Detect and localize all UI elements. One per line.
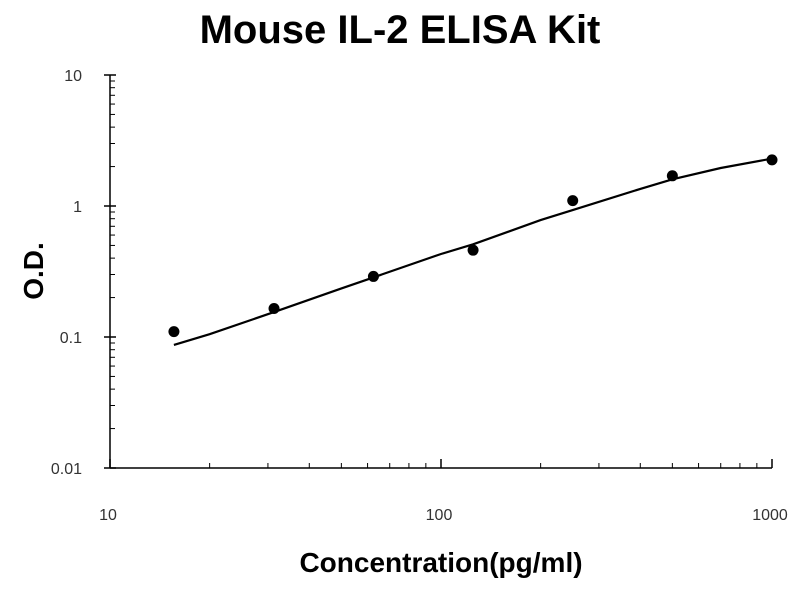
x-tick-label: 1000 bbox=[752, 507, 788, 524]
y-tick-label: 10 bbox=[64, 68, 82, 85]
y-tick-label: 0.1 bbox=[60, 330, 82, 347]
y-tick-label: 1 bbox=[73, 199, 82, 216]
y-axis-title: O.D. bbox=[18, 242, 49, 300]
data-point bbox=[168, 326, 180, 338]
axes bbox=[109, 75, 772, 469]
chart-title: Mouse IL-2 ELISA Kit bbox=[199, 8, 601, 52]
x-axis-title: Concentration(pg/ml) bbox=[299, 547, 582, 578]
x-tick-label: 100 bbox=[426, 507, 453, 524]
data-point bbox=[666, 170, 678, 182]
data-point bbox=[766, 154, 778, 166]
tick-labels: 10 1 0.1 0.01 10 100 1000 bbox=[51, 68, 788, 524]
ticks bbox=[104, 74, 773, 469]
data-point bbox=[367, 270, 379, 282]
y-tick-label: 0.01 bbox=[51, 461, 82, 478]
x-tick-label: 10 bbox=[99, 507, 117, 524]
data-point bbox=[567, 195, 579, 207]
data-points bbox=[168, 154, 778, 338]
data-point bbox=[268, 303, 280, 315]
data-point bbox=[467, 244, 479, 256]
